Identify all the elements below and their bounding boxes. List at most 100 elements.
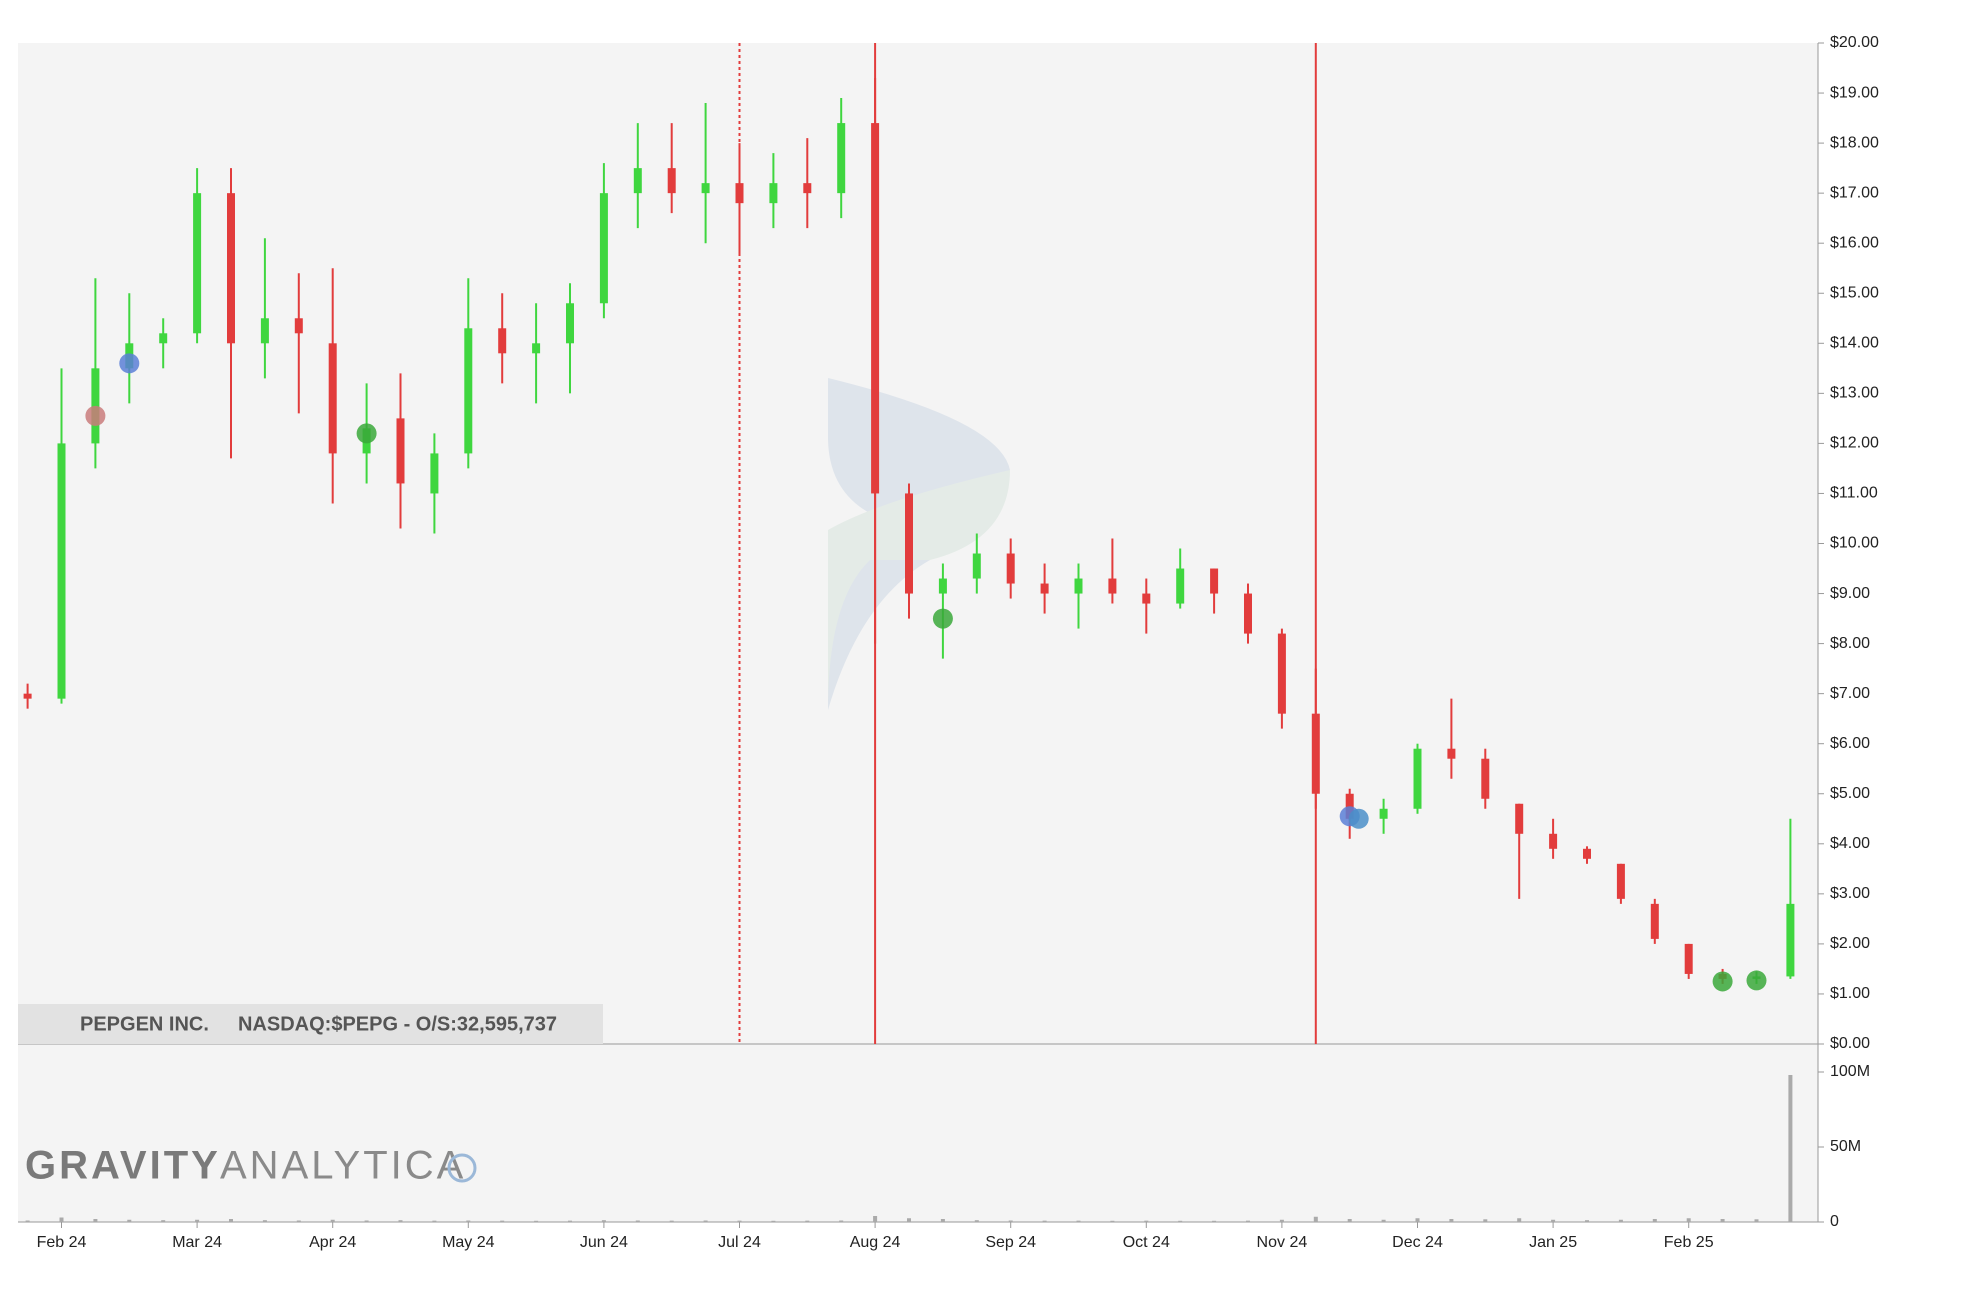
candle-body — [498, 328, 507, 354]
event-marker — [932, 608, 953, 629]
candle-body — [1684, 943, 1693, 974]
candle-body — [532, 343, 541, 354]
x-tick-label: Sep 24 — [985, 1234, 1036, 1251]
volume-bar — [296, 1220, 301, 1222]
volume-bar — [93, 1219, 98, 1222]
candle-body — [1108, 578, 1117, 594]
volume-bar — [1517, 1218, 1522, 1222]
volume-bar — [1110, 1220, 1115, 1222]
volume-bar — [330, 1219, 335, 1222]
y-tick-label: $19.00 — [1830, 84, 1879, 101]
volume-bar — [161, 1220, 166, 1222]
volume-bar — [1686, 1218, 1691, 1222]
candle-body — [260, 318, 269, 344]
x-tick-label: Dec 24 — [1392, 1234, 1443, 1251]
candle-body — [633, 168, 642, 194]
volume-bar — [500, 1220, 505, 1222]
volume-bar — [1279, 1219, 1284, 1222]
candle-body — [1583, 848, 1591, 859]
volume-bar — [1381, 1219, 1386, 1222]
volume-bar — [1754, 1219, 1759, 1222]
y-tick-label: $7.00 — [1830, 685, 1870, 702]
candle-body — [1481, 758, 1490, 799]
volume-bar — [262, 1220, 267, 1222]
x-tick-label: Nov 24 — [1257, 1234, 1308, 1251]
candle-body — [430, 453, 439, 494]
volume-bar — [1788, 1075, 1793, 1222]
volume-bar — [1347, 1219, 1352, 1222]
volume-bar — [364, 1220, 369, 1222]
x-tick-label: Jul 24 — [718, 1234, 761, 1251]
candle-body — [1244, 593, 1252, 634]
candle-body — [1040, 583, 1049, 594]
volume-bar — [127, 1219, 132, 1222]
volume-bar — [534, 1220, 539, 1222]
volume-bar — [703, 1220, 708, 1222]
candle-body — [1345, 793, 1354, 819]
candle-body — [938, 578, 947, 594]
y-tick-label: $2.00 — [1830, 935, 1870, 952]
volume-bar — [59, 1217, 64, 1222]
volume-bar — [398, 1220, 403, 1222]
volume-bar — [432, 1220, 437, 1222]
y-tick-label: $10.00 — [1830, 535, 1879, 552]
x-tick-label: Aug 24 — [850, 1234, 901, 1251]
volume-bar — [1076, 1220, 1081, 1222]
candle-body — [1413, 748, 1422, 809]
x-tick-label: Jun 24 — [580, 1234, 628, 1251]
watermark-icon — [447, 1153, 477, 1183]
volume-bar — [25, 1220, 30, 1222]
event-marker — [1746, 970, 1767, 991]
candle-body — [667, 168, 676, 194]
candle-body — [1176, 568, 1185, 604]
x-tick-label: Apr 24 — [309, 1234, 356, 1251]
x-tick-label: May 24 — [442, 1234, 495, 1251]
candle-body — [1006, 553, 1015, 584]
volume-bar — [568, 1220, 572, 1222]
y-tick-label: $14.00 — [1830, 335, 1879, 352]
volume-bar — [1313, 1216, 1318, 1222]
candle-body — [1277, 633, 1286, 714]
y-tick-label: $1.00 — [1830, 985, 1870, 1002]
x-tick-label: Feb 24 — [37, 1234, 87, 1251]
volume-bar — [1652, 1219, 1657, 1222]
volume-bar — [907, 1218, 911, 1222]
event-marker — [119, 353, 140, 374]
x-tick-label: Jan 25 — [1529, 1234, 1577, 1251]
volume-bar — [195, 1219, 200, 1222]
volume-bar — [839, 1220, 844, 1222]
candle-body — [1379, 808, 1388, 819]
candle-body — [1616, 863, 1625, 899]
candle-body — [905, 493, 913, 594]
event-marker — [356, 423, 377, 444]
volume-bar — [1449, 1219, 1454, 1222]
candle-body — [1210, 568, 1219, 594]
volume-bar — [805, 1220, 810, 1222]
volume-bar — [669, 1220, 674, 1222]
candle-body — [599, 193, 608, 304]
y-tick-label: $8.00 — [1830, 635, 1870, 652]
y2-tick-label: 100M — [1830, 1063, 1870, 1080]
company-name: PEPGEN INC. — [80, 1013, 209, 1035]
x-tick-label: Mar 24 — [172, 1234, 222, 1251]
y-tick-label: $6.00 — [1830, 735, 1870, 752]
candle-body — [227, 193, 235, 344]
volume-bar — [635, 1220, 640, 1222]
plot-background — [18, 43, 1818, 1222]
volume-bar — [601, 1220, 606, 1222]
candle-body — [91, 368, 100, 444]
candle-body — [1447, 748, 1456, 759]
y-tick-label: $11.00 — [1830, 485, 1878, 502]
y-tick-label: $17.00 — [1830, 184, 1879, 201]
candle-body — [1786, 903, 1795, 977]
y-tick-label: $4.00 — [1830, 835, 1870, 852]
candle-body — [837, 123, 846, 194]
volume-bar — [1720, 1219, 1725, 1222]
candle-body — [23, 693, 32, 699]
candle-body — [328, 343, 337, 454]
event-marker — [1348, 808, 1369, 829]
y-tick-label: $9.00 — [1830, 585, 1870, 602]
candle-body — [464, 328, 473, 454]
